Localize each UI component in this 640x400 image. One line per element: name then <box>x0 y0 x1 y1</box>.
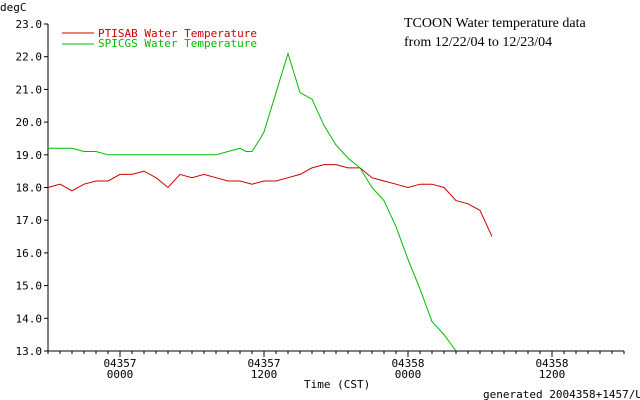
x-tick-label-time: 1200 <box>539 368 566 381</box>
y-tick-label: 21.0 <box>16 83 43 96</box>
y-axis-label: degC <box>0 1 27 14</box>
x-tick-label-date: 04358 <box>391 357 424 370</box>
series-line-spicgs <box>48 51 457 352</box>
y-ticks: 13.0 14.0 15.0 16.0 17.0 18.0 19.0 20.0 21.0 22.0… <box>16 18 48 358</box>
y-tick-label: 14.0 <box>16 312 43 325</box>
y-tick-label: 20.0 <box>16 116 43 129</box>
y-tick-label: 17.0 <box>16 214 43 227</box>
x-tick-label-time: 0000 <box>395 368 422 381</box>
y-tick-label: 13.0 <box>16 345 43 358</box>
legend: PTISAB Water Temperature SPICGS Water Te… <box>62 27 257 50</box>
y-tick-label: 16.0 <box>16 247 43 260</box>
y-tick-label: 15.0 <box>16 280 43 293</box>
x-tick-label-date: 04357 <box>247 357 280 370</box>
series-line-ptisab <box>47 164 493 237</box>
x-tick-label-time: 1200 <box>251 368 278 381</box>
y-tick-label: 18.0 <box>16 182 43 195</box>
x-tick-label-date: 04357 <box>103 357 136 370</box>
legend-label-spicgs: SPICGS Water Temperature <box>98 37 257 50</box>
x-tick-label-date: 04358 <box>535 357 568 370</box>
chart-title-line-2: from 12/22/04 to 12/23/04 <box>404 35 552 50</box>
series-lines <box>47 51 493 352</box>
legend-label-ptisab: PTISAB Water Temperature <box>98 27 257 40</box>
y-tick-label: 19.0 <box>16 149 43 162</box>
x-tick-label-time: 0000 <box>107 368 134 381</box>
y-tick-label: 22.0 <box>16 51 43 64</box>
x-axis-label: Time (CST) <box>304 378 370 391</box>
y-tick-label: 23.0 <box>16 18 43 31</box>
chart-title-line-1: TCOON Water temperature data <box>404 16 586 31</box>
generated-footer: generated 2004358+1457/UTC <box>483 388 640 400</box>
